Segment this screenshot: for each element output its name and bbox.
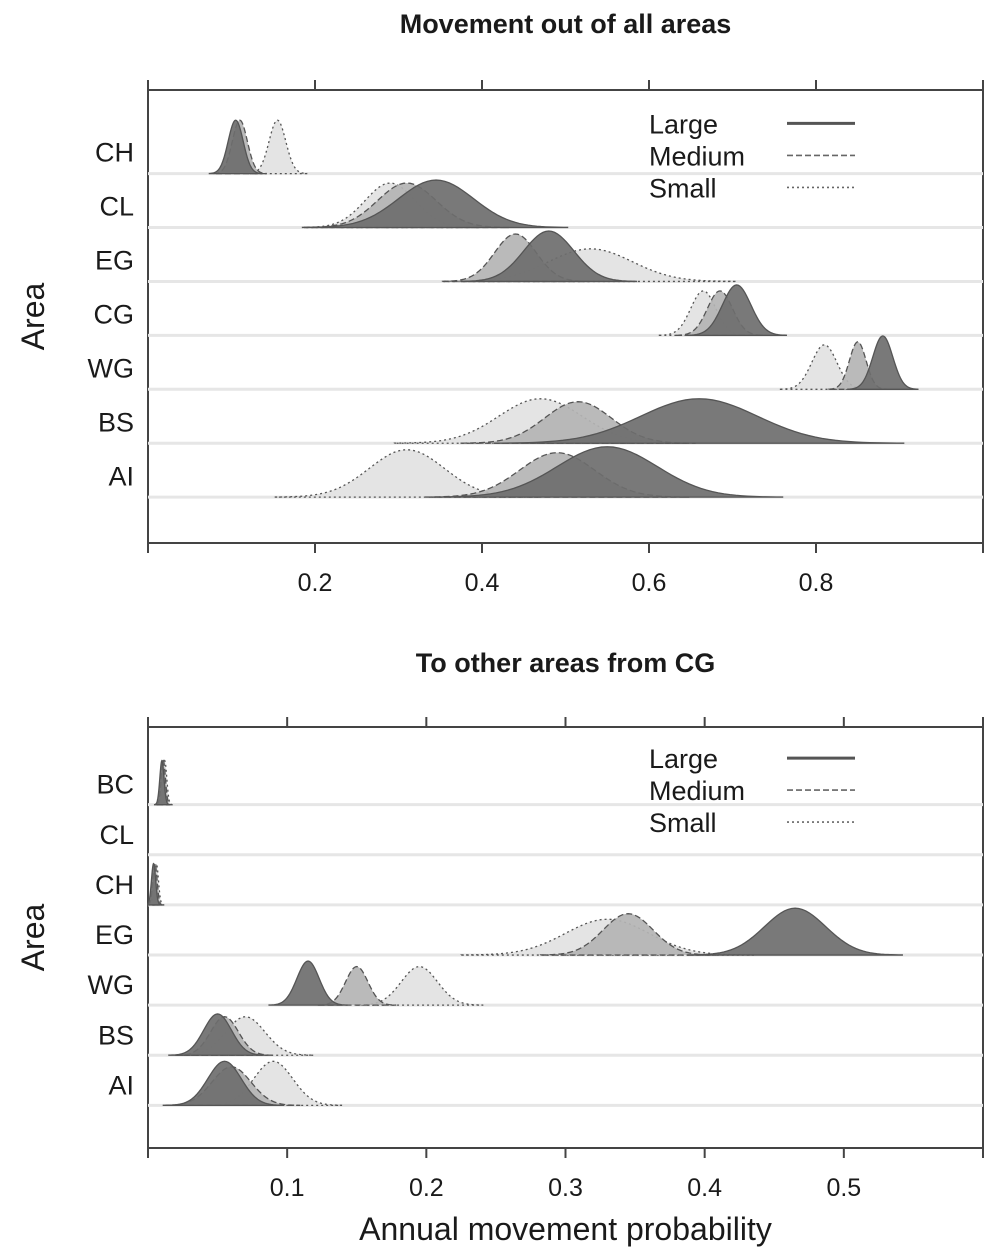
density-large-wg xyxy=(268,960,348,1006)
y-axis-label: Area xyxy=(15,283,51,351)
density-large-ch xyxy=(208,119,263,175)
category-label: CH xyxy=(95,870,134,900)
category-label: WG xyxy=(88,353,135,383)
density-large-cg xyxy=(686,284,788,337)
category-label: CH xyxy=(95,138,134,168)
x-tick-label: 0.5 xyxy=(826,1174,861,1202)
category-label: BC xyxy=(96,770,134,800)
legend-label-large: Large xyxy=(649,744,718,774)
density-large-eg xyxy=(687,907,903,956)
x-tick-label: 0.4 xyxy=(465,569,500,597)
category-label: CL xyxy=(99,820,134,850)
legend-label-medium: Medium xyxy=(649,776,745,806)
density-large-eg xyxy=(460,230,638,283)
x-tick-label: 0.6 xyxy=(632,569,667,597)
chart-panel-1: Movement out of all areas 0.2 0.4 0.6 0.8 CH C… xyxy=(15,9,984,597)
chart-title: Movement out of all areas xyxy=(400,9,732,39)
x-tick-label: 0.2 xyxy=(298,569,333,597)
legend-label-small: Small xyxy=(649,173,717,203)
x-tick-label: 0.1 xyxy=(270,1174,305,1202)
y-axis-label: Area xyxy=(15,904,51,972)
chart-title: To other areas from CG xyxy=(416,648,716,678)
x-tick-label: 0.2 xyxy=(409,1174,444,1202)
density-large-ch xyxy=(147,862,162,906)
category-label: AI xyxy=(108,461,134,491)
legend-label-large: Large xyxy=(649,109,718,139)
density-large-ai xyxy=(165,1060,284,1107)
density-large-wg xyxy=(847,335,919,390)
density-large-bc xyxy=(153,759,170,806)
legend-label-small: Small xyxy=(649,808,717,838)
category-label: AI xyxy=(108,1070,134,1100)
x-tick-label: 0.3 xyxy=(548,1174,583,1202)
x-tick-label: 0.4 xyxy=(687,1174,722,1202)
density-large-bs xyxy=(493,398,905,444)
category-label: BS xyxy=(98,1020,134,1050)
density-large-bs xyxy=(168,1013,267,1056)
density-large-ai xyxy=(431,446,784,498)
category-label: BS xyxy=(98,407,134,437)
category-label: EG xyxy=(95,920,134,950)
category-label: WG xyxy=(88,970,135,1000)
density-large-cl xyxy=(303,179,569,229)
x-axis-label: Annual movement probability xyxy=(359,1211,772,1247)
x-tick-label: 0.8 xyxy=(799,569,834,597)
chart-panel-2: To other areas from CG 0.1 0.2 0.3 0.4 0.5 BC C… xyxy=(15,648,984,1247)
density-medium-eg xyxy=(539,913,717,956)
category-label: CL xyxy=(99,192,134,222)
legend-label-medium: Medium xyxy=(649,141,745,171)
category-label: EG xyxy=(95,246,134,276)
category-label: CG xyxy=(94,300,135,330)
